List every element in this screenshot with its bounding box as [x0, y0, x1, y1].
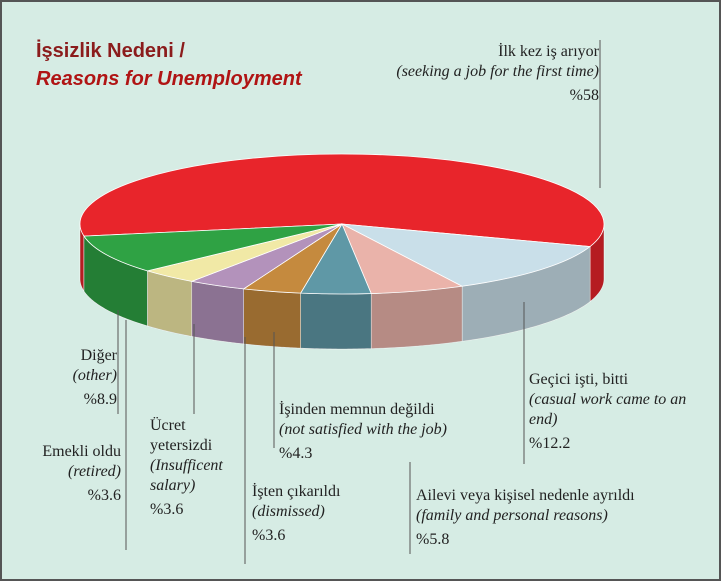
category-label: İşten çıkarıldı — [252, 483, 341, 500]
value-label: %5.8 — [416, 531, 450, 548]
value-label: %58 — [569, 87, 599, 104]
category-label: İlk kez iş arıyor — [498, 43, 599, 60]
category-label: Ücret yetersizdi — [150, 417, 213, 454]
slice-side-shade — [462, 246, 591, 342]
category-label: Geçici işti, bitti — [529, 371, 629, 388]
slice-label: Ücret yetersizdi (Insufficent salary) %3.6 — [150, 416, 242, 520]
category-label-en: (casual work came to an end) — [529, 391, 687, 428]
slice-side-shade — [243, 288, 301, 349]
slice-side-shade — [191, 281, 244, 344]
category-label-en: (retired) — [67, 463, 121, 480]
slice-side-shade — [147, 270, 192, 337]
category-label: Emekli oldu — [42, 443, 121, 460]
slice-side-shade — [590, 224, 604, 302]
slice — [341, 223, 592, 287]
value-label: %8.9 — [83, 391, 117, 408]
chart-title: İşsizlik Nedeni / — [36, 40, 185, 62]
slice-side-shade — [371, 286, 463, 349]
slice-side-shade — [300, 293, 372, 349]
slice — [83, 223, 343, 272]
value-label: %3.6 — [150, 501, 184, 518]
slice — [79, 153, 605, 247]
value-label: %3.6 — [252, 527, 286, 544]
chart-subtitle: Reasons for Unemployment — [36, 68, 302, 90]
category-label-en: (not satisfied with the job) — [279, 421, 447, 438]
slice-label: Diğer (other) %8.9 — [27, 346, 117, 410]
value-label: %12.2 — [529, 435, 571, 452]
slice-label: İlk kez iş arıyor (seeking a job for the … — [379, 42, 599, 106]
slice-side-shade — [83, 236, 148, 326]
category-label: İşinden memnun değildi — [279, 401, 435, 418]
slice-side-shade — [80, 224, 84, 292]
slice-label: Emekli oldu (retired) %3.6 — [41, 442, 121, 506]
slice-label: Geçici işti, bitti (casual work came to a… — [529, 370, 709, 454]
category-label-en: (seeking a job for the first time) — [396, 63, 599, 80]
slice-label: Ailevi veya kişisel nedenle ayrıldı (fami… — [416, 486, 716, 550]
category-label-en: (Insufficent salary) — [150, 457, 223, 494]
category-label-en: (dismissed) — [252, 503, 325, 520]
slice-label: İşinden memnun değildi (not satisfied wit… — [279, 400, 519, 464]
value-label: %3.6 — [87, 487, 121, 504]
category-label: Ailevi veya kişisel nedenle ayrıldı — [416, 487, 635, 504]
category-label-en: (other) — [72, 367, 117, 384]
category-label: Diğer — [80, 347, 117, 364]
slice-label: İşten çıkarıldı (dismissed) %3.6 — [252, 482, 402, 546]
value-label: %4.3 — [279, 445, 313, 462]
category-label-en: (family and personal reasons) — [416, 507, 608, 524]
